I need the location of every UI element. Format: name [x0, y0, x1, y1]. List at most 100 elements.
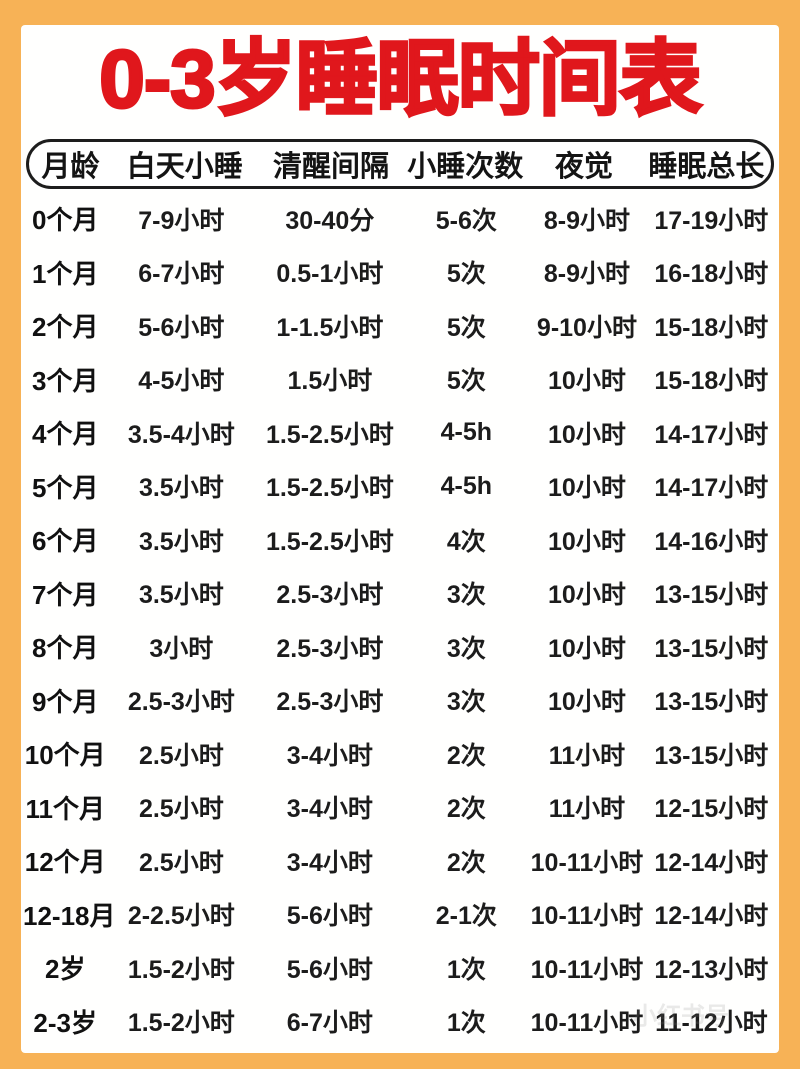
value-cell: 14-16小时: [654, 527, 769, 556]
value-cell: 5-6次: [435, 206, 497, 235]
value-cell: 1.5-2小时: [127, 1009, 235, 1038]
value-cell: 1次: [446, 1009, 486, 1038]
table-row: 6个月 3.5小时 1.5-2.5小时 4次 10小时 14-16小时: [23, 513, 777, 567]
age-cell: 2-3岁: [33, 1007, 98, 1038]
value-cell: 5次: [446, 260, 486, 289]
header-cell-0: 月龄: [41, 151, 100, 183]
value-cell: 2.5-3小时: [127, 688, 235, 717]
value-cell: 12-14小时: [654, 902, 769, 931]
value-cell: 3.5-4小时: [127, 420, 235, 449]
value-cell: 0.5-1小时: [276, 260, 384, 289]
value-cell: 10小时: [548, 527, 626, 556]
value-cell: 5-6小时: [286, 955, 373, 984]
value-cell: 1.5小时: [287, 367, 373, 396]
value-cell: 1.5-2.5小时: [265, 474, 394, 503]
table-row: 11个月 2.5小时 3-4小时 2次 11小时 12-15小时: [23, 781, 777, 835]
content-panel: 0-3岁睡眠时间表 月龄 白天小睡 清醒间隔 小睡次数 夜觉 睡眠总长 0个月 7-9小时 3…: [21, 25, 779, 1053]
value-cell: 4-5h: [440, 471, 493, 500]
value-cell: 2.5-3小时: [276, 581, 384, 610]
value-cell: 12-13小时: [654, 955, 769, 984]
value-cell: 2.5-3小时: [276, 634, 384, 663]
age-cell: 12个月: [24, 847, 106, 878]
table-row: 2-3岁 1.5-2小时 6-7小时 1次 10-11小时 11-12小时: [23, 995, 777, 1049]
table-row: 0个月 7-9小时 30-40分 5-6次 8-9小时 17-19小时: [23, 192, 777, 246]
value-cell: 2-2.5小时: [127, 902, 235, 931]
table-body: 0个月 7-9小时 30-40分 5-6次 8-9小时 17-19小时 1个月 6-7小时 0.…: [23, 192, 777, 1048]
value-cell: 3.5小时: [138, 581, 224, 610]
value-cell: 13-15小时: [654, 581, 769, 610]
age-cell: 0个月: [31, 205, 99, 236]
value-cell: 2次: [446, 848, 486, 877]
value-cell: 4-5小时: [138, 367, 225, 396]
value-cell: 16-18小时: [654, 260, 769, 289]
value-cell: 5-6小时: [138, 313, 225, 342]
value-cell: 14-17小时: [654, 474, 769, 503]
age-cell: 2岁: [44, 954, 86, 985]
table-row: 8个月 3小时 2.5-3小时 3次 10小时 13-15小时: [23, 620, 777, 674]
value-cell: 10小时: [548, 688, 626, 717]
age-cell: 12-18月: [23, 900, 116, 931]
header-cell-1: 白天小睡: [126, 151, 243, 183]
table-header: 月龄 白天小睡 清醒间隔 小睡次数 夜觉 睡眠总长: [26, 139, 774, 189]
value-cell: 2-1次: [435, 902, 497, 931]
value-cell: 10-11小时: [530, 955, 644, 984]
value-cell: 1次: [446, 955, 486, 984]
value-cell: 4次: [446, 527, 486, 556]
value-cell: 13-15小时: [654, 634, 769, 663]
value-cell: 10小时: [548, 634, 626, 663]
value-cell: 11小时: [548, 741, 626, 770]
value-cell: 6-7小时: [138, 260, 225, 289]
age-cell: 11个月: [25, 793, 105, 824]
value-cell: 6-7小时: [286, 1009, 373, 1038]
value-cell: 1.5-2小时: [127, 955, 235, 984]
value-cell: 2.5-3小时: [276, 688, 384, 717]
age-cell: 8个月: [31, 633, 99, 664]
header-cell-5: 睡眠总长: [648, 151, 765, 183]
value-cell: 10小时: [548, 420, 626, 449]
value-cell: 11小时: [548, 795, 626, 824]
value-cell: 10-11小时: [530, 1009, 644, 1038]
table-row: 7个月 3.5小时 2.5-3小时 3次 10小时 13-15小时: [23, 567, 777, 621]
value-cell: 12-14小时: [654, 848, 769, 877]
value-cell: 3-4小时: [286, 741, 373, 770]
value-cell: 15-18小时: [654, 367, 769, 396]
value-cell: 17-19小时: [654, 206, 769, 235]
age-cell: 5个月: [31, 472, 99, 503]
value-cell: 9-10小时: [536, 313, 637, 342]
value-cell: 3-4小时: [286, 848, 373, 877]
value-cell: 2.5小时: [138, 848, 224, 877]
value-cell: 10小时: [548, 474, 626, 503]
age-cell: 3个月: [31, 365, 99, 396]
value-cell: 2次: [446, 795, 486, 824]
age-cell: 7个月: [31, 579, 99, 610]
table-row: 10个月 2.5小时 3-4小时 2次 11小时 13-15小时: [23, 727, 777, 781]
value-cell: 5次: [446, 313, 486, 342]
age-cell: 4个月: [31, 419, 99, 450]
table-row: 1个月 6-7小时 0.5-1小时 5次 8-9小时 16-18小时: [23, 246, 777, 300]
value-cell: 3.5小时: [138, 527, 224, 556]
value-cell: 3小时: [149, 634, 214, 663]
header-cell-4: 夜觉: [554, 151, 613, 183]
value-cell: 14-17小时: [654, 420, 769, 449]
value-cell: 2.5小时: [138, 795, 224, 824]
value-cell: 4-5h: [440, 418, 493, 447]
value-cell: 10小时: [548, 581, 626, 610]
value-cell: 1.5-2.5小时: [265, 420, 394, 449]
table-row: 4个月 3.5-4小时 1.5-2.5小时 4-5h 10小时 14-17小时: [23, 406, 777, 460]
table-row: 2岁 1.5-2小时 5-6小时 1次 10-11小时 12-13小时: [23, 941, 777, 995]
value-cell: 3次: [446, 634, 486, 663]
value-cell: 2次: [446, 741, 486, 770]
table-row: 3个月 4-5小时 1.5小时 5次 10小时 15-18小时: [23, 353, 777, 407]
age-cell: 6个月: [31, 526, 99, 557]
value-cell: 1.5-2.5小时: [265, 527, 394, 556]
value-cell: 3次: [446, 688, 486, 717]
value-cell: 3次: [446, 581, 486, 610]
value-cell: 5次: [446, 367, 486, 396]
value-cell: 2.5小时: [138, 741, 224, 770]
value-cell: 10-11小时: [530, 902, 644, 931]
table-row: 12-18月 2-2.5小时 5-6小时 2-1次 10-11小时 12-14小时: [23, 888, 777, 942]
age-cell: 1个月: [31, 258, 99, 289]
value-cell: 3-4小时: [286, 795, 373, 824]
value-cell: 3.5小时: [138, 474, 224, 503]
value-cell: 30-40分: [285, 206, 375, 235]
